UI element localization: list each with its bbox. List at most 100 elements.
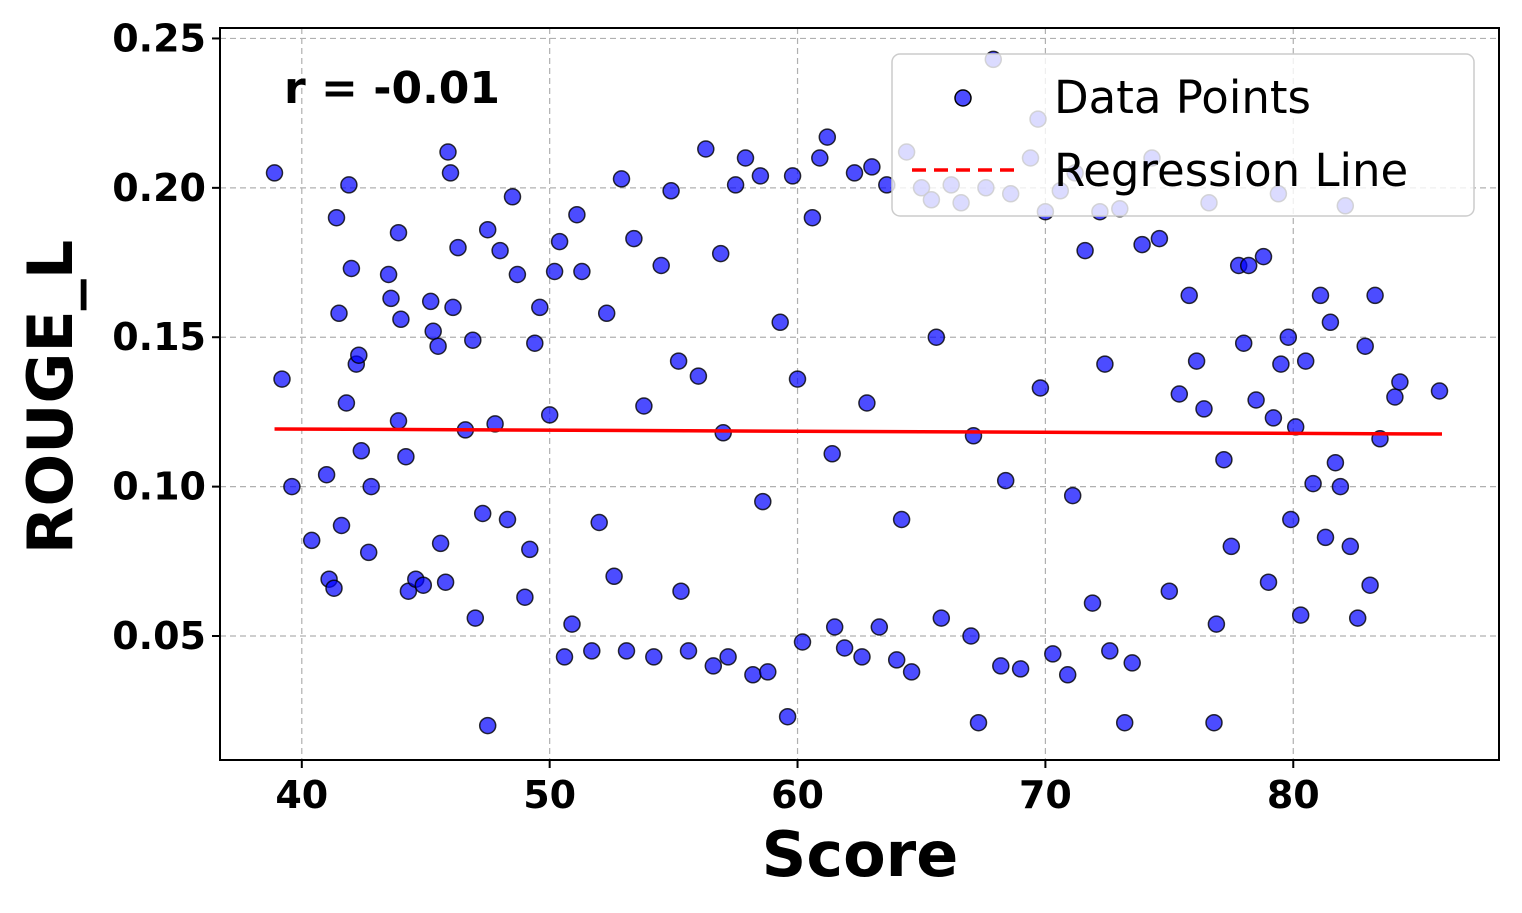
x-axis-title: Score — [762, 818, 959, 891]
data-point — [662, 182, 680, 200]
legend-label-regression: Regression Line — [1054, 144, 1408, 197]
data-point — [583, 642, 601, 660]
data-point — [1058, 666, 1077, 684]
x-tick-label: 80 — [1267, 773, 1320, 817]
data-point — [350, 346, 368, 364]
data-point — [362, 477, 380, 496]
data-point — [1279, 328, 1298, 346]
data-point — [962, 627, 980, 645]
x-tick-label: 70 — [1019, 773, 1072, 817]
data-point — [568, 205, 586, 224]
data-point — [466, 609, 485, 627]
data-point — [870, 618, 889, 636]
data-point — [1430, 382, 1449, 400]
data-point — [1254, 247, 1273, 266]
data-point — [1063, 486, 1082, 505]
data-point — [359, 543, 378, 562]
data-point — [302, 531, 321, 550]
data-point — [1304, 474, 1322, 493]
data-point — [964, 427, 983, 445]
y-axis-ticks: 0.05 0.10 0.15 0.20 0.25 — [112, 16, 220, 658]
data-point — [714, 424, 732, 442]
data-point — [550, 232, 569, 251]
data-point — [436, 573, 455, 591]
data-point — [1247, 391, 1265, 409]
x-axis-ticks: 40 50 60 70 80 — [275, 760, 1320, 817]
data-point — [927, 328, 946, 346]
data-point — [1386, 388, 1404, 406]
data-point — [858, 394, 876, 412]
data-point — [887, 651, 906, 669]
data-point — [1150, 229, 1169, 248]
data-point — [1011, 660, 1030, 678]
data-point — [545, 262, 564, 281]
data-point — [697, 140, 715, 158]
data-point — [744, 666, 762, 684]
data-point — [645, 648, 663, 666]
data-point — [818, 128, 837, 146]
data-point — [669, 352, 688, 370]
data-point — [342, 259, 361, 278]
y-tick-label: 0.25 — [112, 16, 206, 60]
data-point — [1207, 615, 1226, 633]
data-point — [823, 445, 841, 463]
data-point — [516, 588, 534, 606]
data-point — [1361, 576, 1379, 594]
data-point — [635, 397, 653, 415]
data-point — [498, 510, 517, 529]
data-point — [1170, 385, 1189, 403]
data-point — [1205, 713, 1223, 732]
data-point — [414, 576, 433, 594]
data-point — [1356, 337, 1374, 355]
data-point — [573, 262, 591, 281]
data-point — [439, 143, 457, 161]
data-point — [689, 367, 708, 385]
y-tick-label: 0.20 — [112, 166, 206, 210]
data-point — [1115, 713, 1134, 732]
data-point — [1123, 654, 1141, 672]
data-point — [563, 615, 581, 633]
data-point — [590, 513, 608, 532]
data-point — [283, 477, 301, 496]
regression-line — [274, 427, 1442, 436]
data-point — [1215, 450, 1233, 469]
data-point — [340, 176, 358, 194]
data-point — [793, 633, 812, 651]
data-point — [491, 241, 509, 260]
data-point — [1187, 352, 1206, 370]
data-point — [352, 442, 371, 460]
data-point — [424, 322, 442, 341]
legend-box — [891, 53, 1475, 217]
data-point — [672, 582, 690, 600]
data-point — [788, 370, 807, 388]
data-point — [473, 504, 492, 523]
data-point — [486, 415, 504, 433]
data-point — [1366, 286, 1384, 305]
data-point — [508, 265, 527, 284]
data-point — [449, 238, 467, 257]
data-point — [1083, 594, 1102, 612]
data-point — [431, 534, 450, 553]
x-tick-label: 50 — [523, 773, 576, 817]
data-point — [726, 176, 745, 194]
data-point — [1316, 528, 1335, 547]
data-point — [1133, 235, 1151, 254]
data-point — [1222, 537, 1241, 556]
data-point — [902, 663, 921, 681]
data-point — [1291, 606, 1310, 624]
data-point — [531, 298, 549, 317]
data-point — [1311, 286, 1330, 305]
data-point — [389, 412, 408, 430]
data-point — [526, 334, 544, 352]
data-point — [845, 164, 864, 182]
data-point — [835, 639, 854, 657]
data-point — [1348, 609, 1367, 627]
data-point — [1259, 573, 1278, 591]
legend: Data Points Regression Line — [891, 53, 1475, 217]
data-point — [1031, 379, 1050, 397]
data-point — [969, 713, 988, 732]
data-point — [771, 313, 789, 332]
y-tick-label: 0.05 — [112, 614, 206, 658]
data-point — [754, 492, 772, 511]
data-point — [330, 304, 348, 323]
